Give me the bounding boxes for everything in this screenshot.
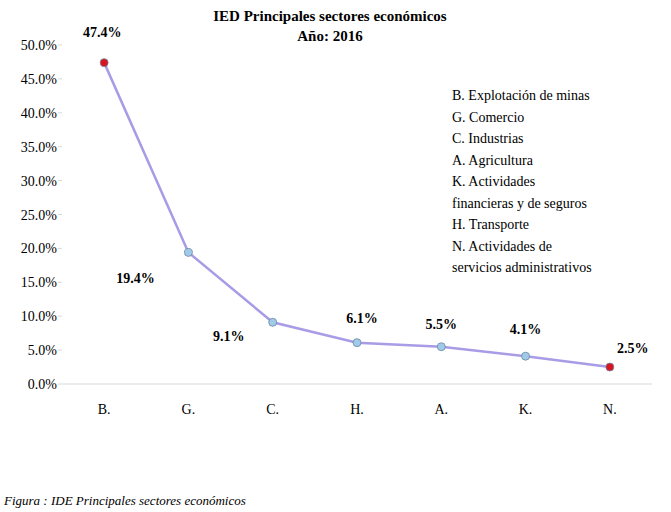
x-tick-label: K. [519, 402, 533, 417]
data-label: 5.5% [426, 317, 458, 332]
caption: Figura : IDE Principales sectores económ… [3, 493, 246, 508]
y-tick-label: 0.0% [28, 377, 58, 392]
data-label: 2.5% [617, 341, 649, 356]
y-tick-label: 35.0% [21, 140, 58, 155]
x-tick-label: H. [350, 402, 364, 417]
y-tick-label: 40.0% [21, 106, 58, 121]
y-tick-label: 50.0% [21, 38, 58, 53]
data-label: 19.4% [116, 271, 155, 286]
marker [353, 339, 361, 347]
data-label: 9.1% [213, 329, 245, 344]
x-axis-line [62, 384, 652, 385]
title: IED Principales sectores económicos [213, 8, 447, 24]
annotation: A. Agricultura [452, 153, 534, 168]
y-tick [58, 146, 62, 147]
data-label: 6.1% [346, 311, 378, 326]
y-tick-label: 25.0% [21, 208, 58, 223]
marker [606, 363, 614, 371]
x-tick-label: G. [182, 402, 196, 417]
y-tick [58, 112, 62, 113]
marker [437, 343, 445, 351]
data-labels: 47.4% 19.4% 9.1% 6.1% 5.5% 4.1% 2.5% [83, 25, 649, 356]
x-tick-label: N. [603, 402, 617, 417]
marker [100, 59, 108, 67]
marker [269, 318, 277, 326]
annotation: financieras y de seguros [452, 196, 587, 211]
y-tick [58, 282, 62, 283]
x-tick-label: A. [434, 402, 448, 417]
chart: IED Principales sectores económicos Año: … [0, 0, 671, 512]
y-tick-label: 30.0% [21, 174, 58, 189]
data-label: 47.4% [83, 25, 122, 40]
y-tick-label: 15.0% [21, 275, 58, 290]
y-tick [58, 214, 62, 215]
x-tick-label: C. [266, 402, 279, 417]
x-tick-label: B. [98, 402, 111, 417]
y-tick [58, 384, 62, 385]
y-tick [58, 248, 62, 249]
y-axis: 0.0% 5.0% 10.0% 15.0% 20.0% 25.0% 30.0% 35.0% 40… [21, 38, 62, 392]
y-tick-label: 45.0% [21, 72, 58, 87]
annotation: H. Transporte [452, 217, 529, 232]
y-tick [58, 78, 62, 79]
y-tick [58, 180, 62, 181]
legend-text: B. Explotación de minas G. Comercio C. Ind… [452, 88, 592, 275]
y-tick-label: 5.0% [28, 343, 58, 358]
annotation: G. Comercio [452, 110, 524, 125]
series [100, 59, 614, 371]
annotation: servicios administrativos [452, 260, 592, 275]
y-tick [58, 316, 62, 317]
annotation: B. Explotación de minas [452, 88, 590, 103]
annotation: N. Actividades de [452, 239, 552, 254]
data-label: 4.1% [510, 322, 542, 337]
annotation: K. Actividades [452, 174, 535, 189]
y-tick [58, 350, 62, 351]
marker [522, 352, 530, 360]
y-tick [58, 45, 62, 46]
annotation: C. Industrias [452, 131, 524, 146]
line [104, 63, 610, 367]
y-tick-label: 10.0% [21, 309, 58, 324]
y-tick-label: 20.0% [21, 241, 58, 256]
subtitle: Año: 2016 [297, 28, 363, 44]
marker [184, 248, 192, 256]
